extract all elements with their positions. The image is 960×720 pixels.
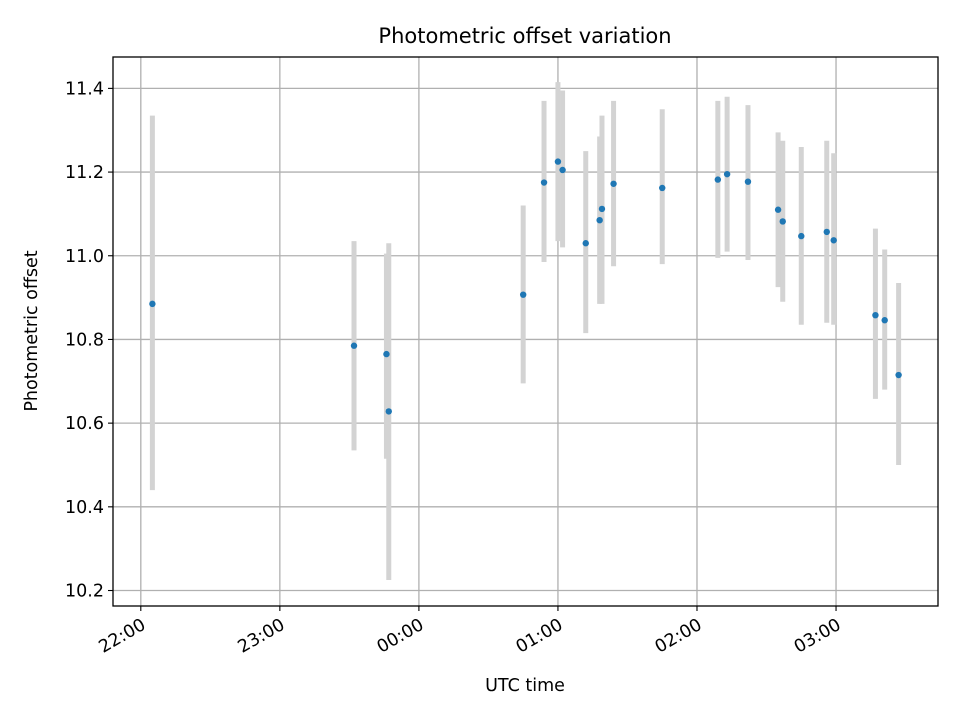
data-point xyxy=(540,179,548,186)
data-point xyxy=(872,311,879,319)
data-point xyxy=(774,206,782,213)
plot-frame xyxy=(112,56,939,607)
data-point xyxy=(554,158,562,165)
chart-title: Photometric offset variation xyxy=(378,24,671,48)
data-point xyxy=(519,291,527,298)
data-point xyxy=(723,170,731,178)
data-point xyxy=(383,350,390,358)
y-tick-label: 11.2 xyxy=(65,163,104,183)
data-points xyxy=(149,158,902,415)
y-tick-label: 11.0 xyxy=(65,247,104,267)
data-point xyxy=(598,205,606,213)
data-point xyxy=(582,240,589,247)
data-point xyxy=(350,342,358,349)
data-point xyxy=(744,178,752,185)
y-tick-label: 11.4 xyxy=(65,79,104,99)
data-point xyxy=(798,232,805,240)
data-point xyxy=(881,317,888,324)
data-point xyxy=(596,216,603,224)
data-point xyxy=(659,184,666,192)
data-point xyxy=(830,237,837,244)
y-tick-label: 10.8 xyxy=(65,330,104,350)
grid xyxy=(113,57,938,606)
data-point xyxy=(149,300,156,308)
data-point xyxy=(385,408,392,415)
data-point xyxy=(779,218,786,225)
y-tick-label: 10.2 xyxy=(65,582,104,602)
x-axis-label: UTC time xyxy=(485,676,565,696)
data-point xyxy=(714,176,722,183)
y-axis-ticks: 10.2 10.4 10.6 10.8 11.0 11.2 11.4 xyxy=(65,79,113,602)
y-tick-label: 10.4 xyxy=(65,498,104,518)
data-point xyxy=(610,180,617,187)
data-point xyxy=(895,371,902,379)
data-point xyxy=(559,166,566,174)
data-point xyxy=(823,228,830,236)
y-axis-label: Photometric offset xyxy=(22,250,42,411)
y-tick-label: 10.6 xyxy=(65,414,104,434)
